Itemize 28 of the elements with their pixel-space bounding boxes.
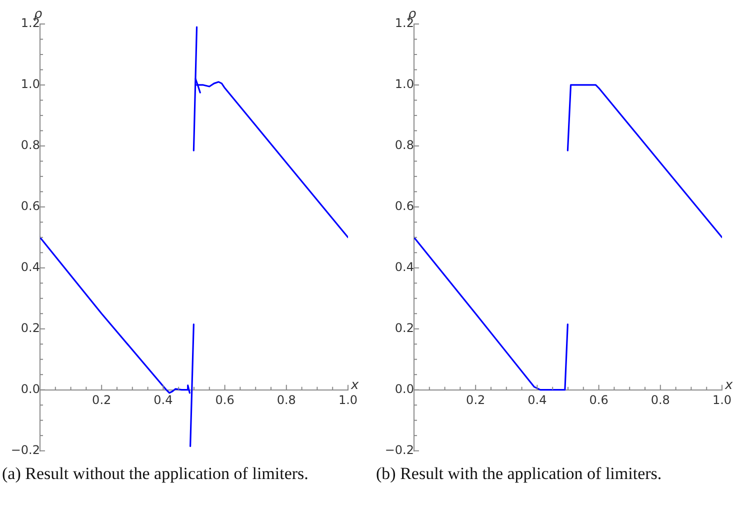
x-tick-label: 0.8 <box>276 393 296 408</box>
y-tick-label: 0.8 <box>20 138 40 152</box>
y-tick-label: 1.0 <box>394 77 414 92</box>
x-axis-title: x <box>350 378 359 394</box>
y-tick-label: 0.6 <box>394 199 414 214</box>
x-tick-label: 0.6 <box>215 393 234 408</box>
y-tick-label: 0.4 <box>394 260 414 274</box>
x-tick-label: 0.4 <box>528 393 547 408</box>
x-tick-label: 1.0 <box>338 393 358 408</box>
y-tick-label: 0.0 <box>394 382 414 396</box>
y-tick-label: 0.8 <box>394 138 414 152</box>
text: (b) Result with the application of limiters. <box>375 464 663 484</box>
y-tick-label: 0.2 <box>394 320 414 335</box>
y-tick-label: 0.6 <box>20 199 40 214</box>
x-axis-title: x <box>724 378 733 394</box>
y-tick-label: 0.2 <box>20 320 40 335</box>
x-tick-label: 0.2 <box>92 393 112 408</box>
y-tick-label: −0.2 <box>384 442 414 457</box>
text: (a) Result without the application of limiters. <box>1 464 310 484</box>
x-tick-label: 0.2 <box>466 393 486 408</box>
x-tick-label: 1.0 <box>712 393 732 408</box>
y-tick-label: 1.0 <box>20 77 40 92</box>
x-tick-label: 0.4 <box>154 393 173 408</box>
x-tick-label: 0.6 <box>589 393 608 408</box>
y-tick-label: 0.4 <box>20 260 40 274</box>
y-tick-label: 0.0 <box>20 382 40 396</box>
y-tick-label: −0.2 <box>10 442 40 457</box>
x-tick-label: 0.8 <box>650 393 670 408</box>
